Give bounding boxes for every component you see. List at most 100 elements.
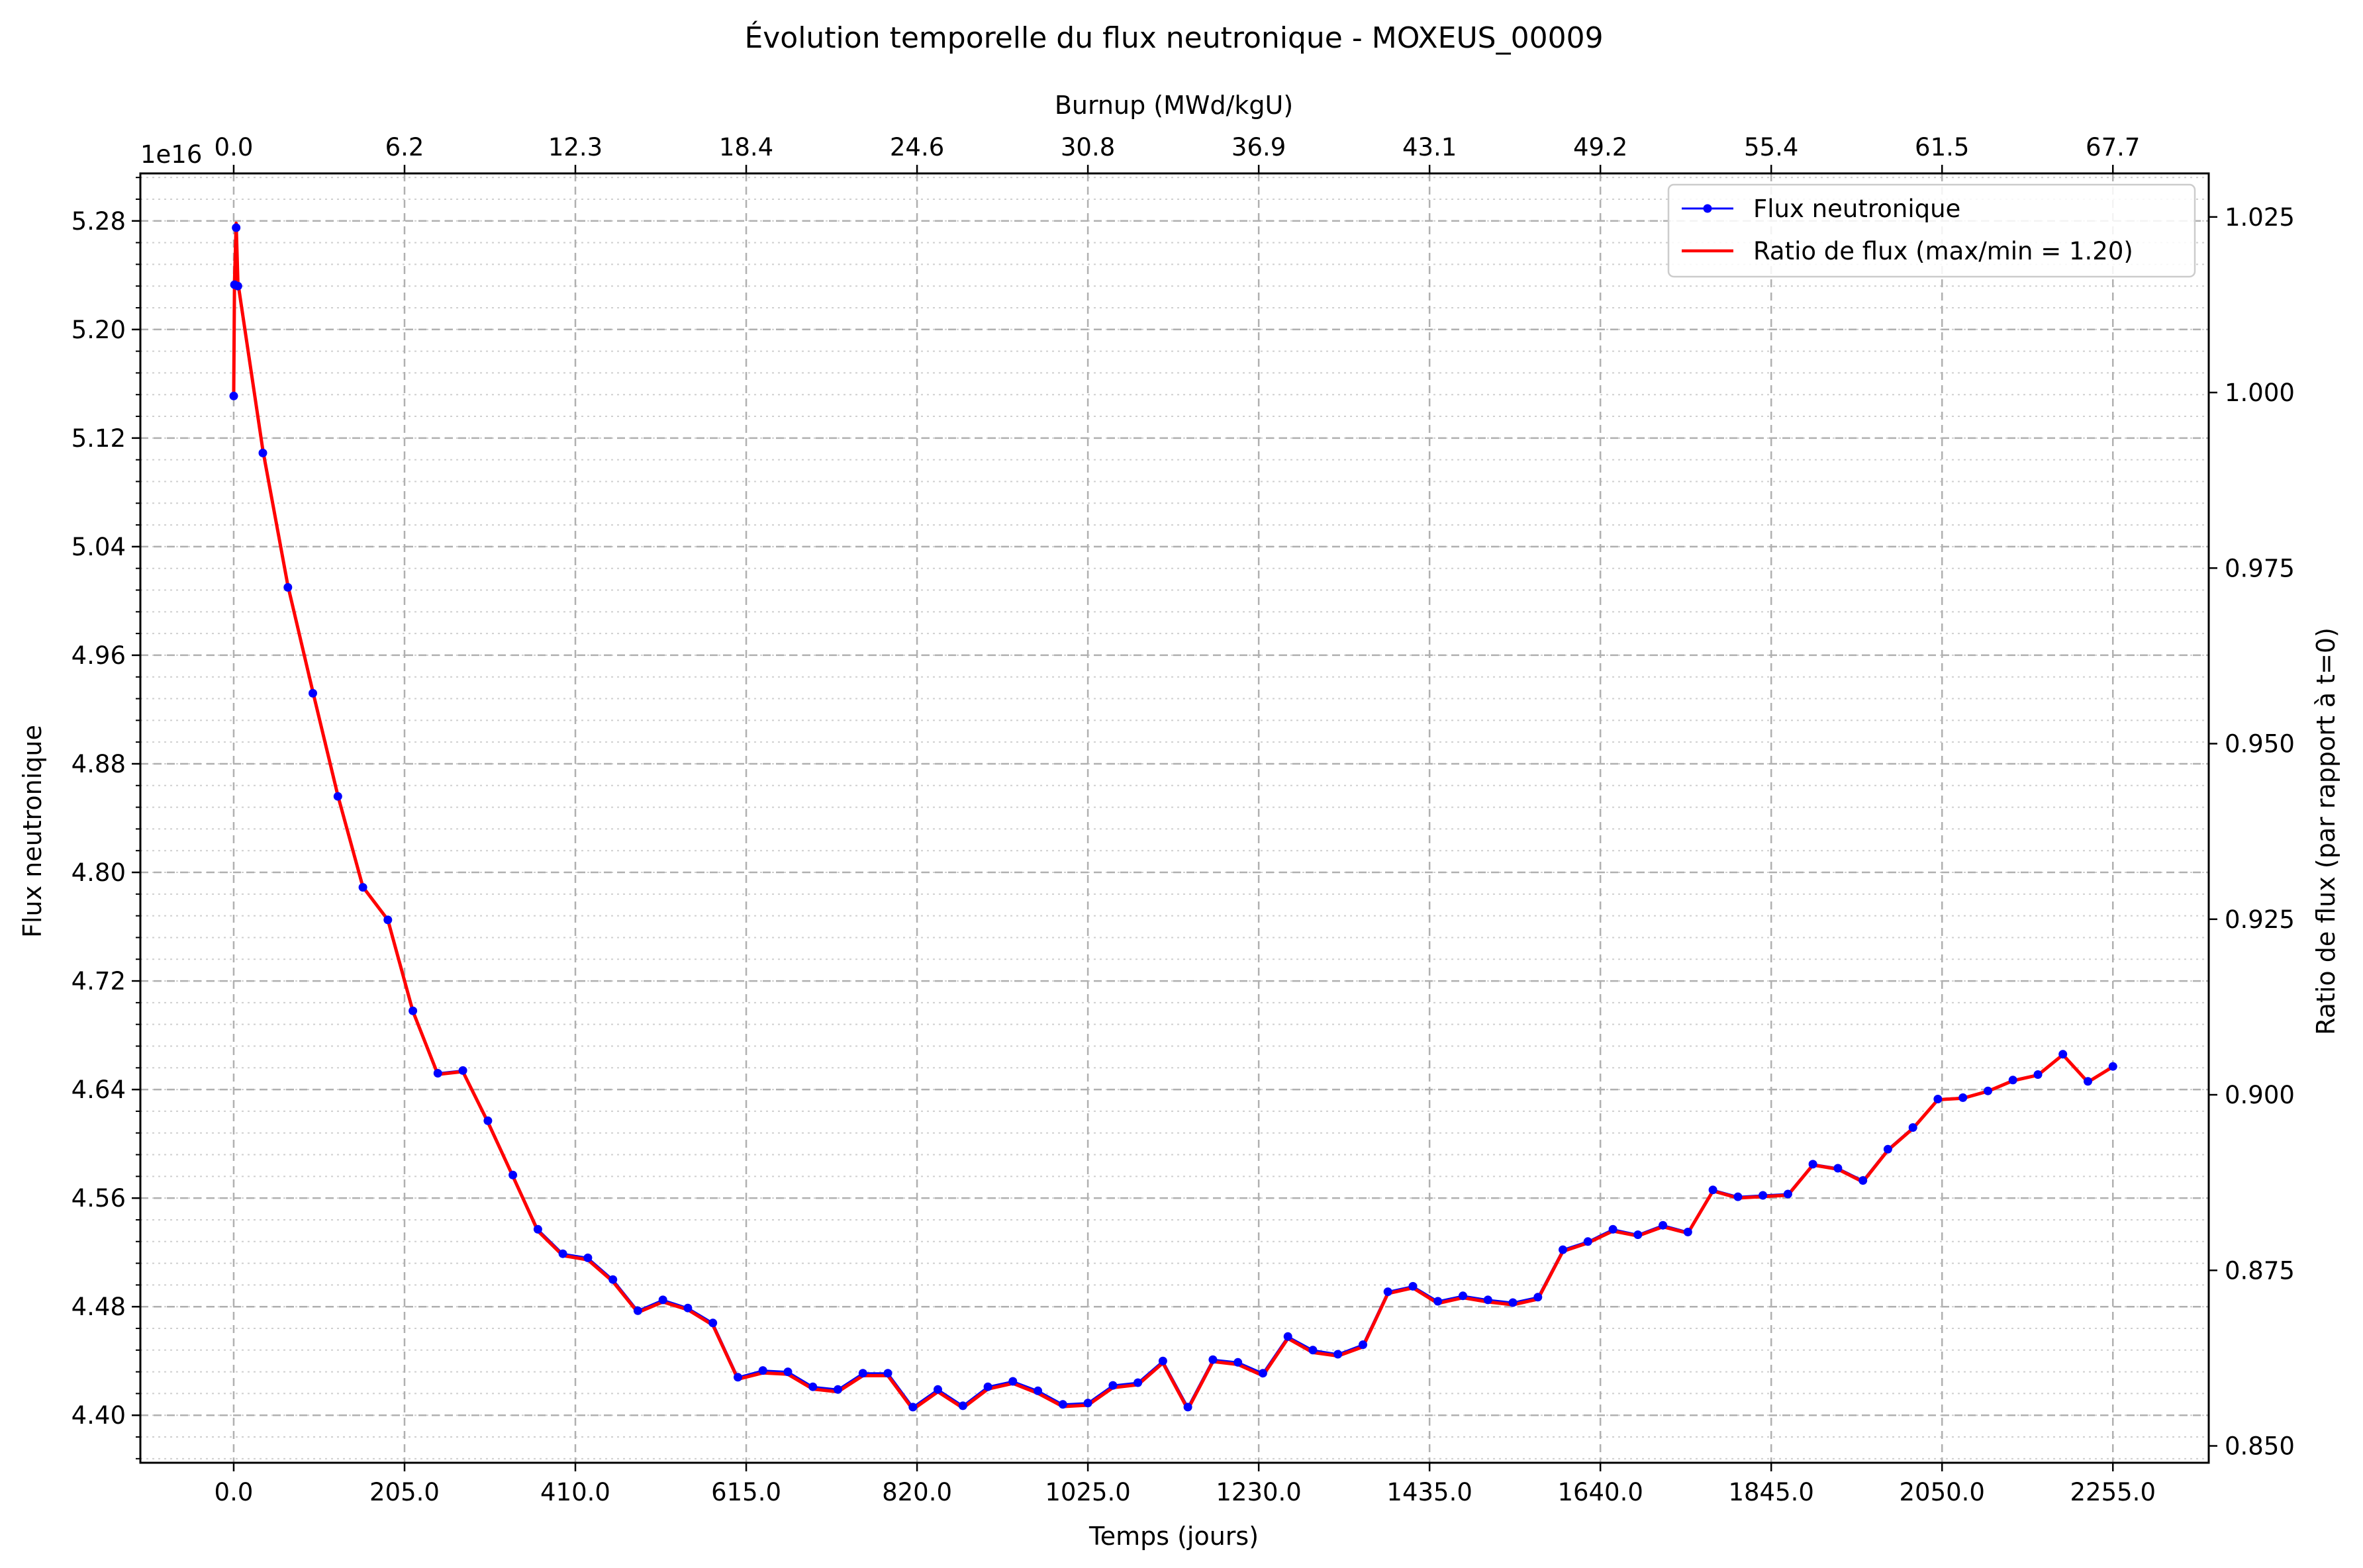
flux-point — [1359, 1340, 1367, 1350]
flux-point — [608, 1275, 618, 1284]
flux-point — [232, 223, 241, 232]
flux-markers — [229, 223, 2117, 1412]
y-tick-label: 4.72 — [72, 967, 126, 995]
y-axis: 4.40 4.48 4.56 4.64 4.72 4.80 4.88 4.96 5.04 5.12… — [72, 177, 140, 1459]
flux-point — [1508, 1298, 1518, 1307]
flux-point — [1559, 1245, 1567, 1254]
flux-series — [232, 226, 2114, 1408]
ratio-line — [232, 221, 2114, 1411]
y2-tick-label: 0.975 — [2225, 554, 2295, 582]
flux-point — [1883, 1144, 1892, 1154]
flux-point — [1308, 1346, 1318, 1355]
flux-point — [1933, 1095, 1943, 1103]
flux-point — [1433, 1297, 1443, 1306]
x-tick-label: 1230.0 — [1216, 1478, 1301, 1506]
flux-point — [2108, 1062, 2117, 1071]
flux-point — [229, 391, 238, 400]
flux-point — [558, 1249, 567, 1258]
y-tick-label: 5.28 — [72, 207, 126, 236]
flux-point — [1483, 1295, 1492, 1305]
top-tick-label: 0.0 — [215, 133, 254, 161]
flux-point — [1233, 1358, 1243, 1367]
flux-point — [834, 1385, 842, 1394]
flux-point — [1533, 1293, 1543, 1302]
flux-point — [383, 915, 393, 925]
flux-point — [2058, 1050, 2068, 1059]
y-offset-label: 1e16 — [140, 140, 202, 169]
flux-point — [1158, 1356, 1167, 1365]
top-tick-label: 30.8 — [1061, 133, 1115, 161]
y2-tick-label: 1.025 — [2225, 203, 2295, 232]
flux-point — [908, 1403, 918, 1412]
major-grid — [140, 173, 2209, 1463]
x-tick-label: 1845.0 — [1728, 1478, 1813, 1506]
flux-point — [1183, 1403, 1192, 1412]
flux-point — [683, 1303, 693, 1313]
x-tick-label: 0.0 — [215, 1478, 254, 1506]
flux-point — [433, 1069, 442, 1078]
y-tick-label: 5.04 — [72, 533, 126, 561]
flux-point — [1058, 1400, 1067, 1409]
ratio-series — [232, 221, 2114, 1411]
top-tick-label: 49.2 — [1573, 133, 1627, 161]
y-tick-label: 4.40 — [72, 1401, 126, 1430]
x-tick-label: 2050.0 — [1899, 1478, 1984, 1506]
flux-point — [1459, 1291, 1467, 1301]
legend-flux-label: Flux neutronique — [1753, 195, 1960, 223]
x-axis-title: Temps (jours) — [1088, 1522, 1259, 1551]
y2-tick-label: 0.950 — [2225, 730, 2295, 759]
x-tick-label: 1025.0 — [1045, 1478, 1130, 1506]
y-tick-label: 4.64 — [72, 1076, 126, 1104]
flux-point — [2084, 1077, 2092, 1086]
flux-point — [1659, 1221, 1668, 1230]
flux-point — [1759, 1191, 1768, 1200]
top-tick-label: 61.5 — [1915, 133, 1969, 161]
flux-point — [583, 1253, 593, 1262]
top-tick-label: 67.7 — [2086, 133, 2140, 161]
top-tick-label: 12.3 — [548, 133, 603, 161]
y-tick-label: 4.80 — [72, 858, 126, 887]
legend: Flux neutronique Ratio de flux (max/min … — [1667, 183, 2196, 278]
flux-point — [533, 1224, 542, 1234]
flux-point — [1608, 1224, 1617, 1234]
legend-flux-marker — [1703, 204, 1712, 213]
flux-point — [508, 1170, 518, 1179]
flux-point — [1034, 1386, 1043, 1395]
x-axis: 0.0 205.0 410.0 615.0 820.0 1025.0 1230.0 1435.… — [215, 1463, 2156, 1506]
top-tick-label: 6.2 — [385, 133, 424, 161]
legend-box — [1667, 183, 2196, 278]
flux-point — [2033, 1070, 2043, 1079]
minor-grid — [140, 177, 2209, 1459]
x-tick-label: 205.0 — [369, 1478, 440, 1506]
flux-point — [258, 448, 267, 457]
flux-point — [1908, 1123, 1917, 1132]
flux-point — [1083, 1399, 1092, 1408]
top-tick-label: 43.1 — [1402, 133, 1457, 161]
flux-point — [883, 1369, 892, 1378]
y-tick-label: 4.48 — [72, 1293, 126, 1321]
flux-point — [409, 1006, 418, 1015]
flux-point — [808, 1382, 818, 1391]
x-tick-label: 615.0 — [711, 1478, 781, 1506]
flux-point — [283, 582, 293, 592]
y2-tick-label: 0.900 — [2225, 1081, 2295, 1109]
flux-point — [1333, 1350, 1343, 1359]
y-tick-label: 4.88 — [72, 750, 126, 778]
y-tick-label: 4.56 — [72, 1184, 126, 1213]
top-tick-label: 55.4 — [1744, 133, 1798, 161]
chart-title: Évolution temporelle du flux neutronique… — [744, 20, 1603, 55]
flux-point — [1733, 1192, 1743, 1201]
y2-tick-label: 0.850 — [2225, 1432, 2295, 1461]
flux-point — [1008, 1377, 1018, 1386]
flux-point — [734, 1373, 742, 1382]
legend-ratio-label: Ratio de flux (max/min = 1.20) — [1753, 237, 2133, 265]
flux-point — [708, 1318, 718, 1328]
flux-point — [934, 1385, 942, 1394]
flux-point — [1283, 1332, 1292, 1341]
flux-point — [309, 688, 317, 698]
flux-line — [232, 226, 2114, 1408]
flux-point — [483, 1116, 493, 1125]
flux-point — [783, 1367, 793, 1377]
flux-point — [858, 1369, 867, 1378]
flux-point — [2008, 1076, 2017, 1085]
